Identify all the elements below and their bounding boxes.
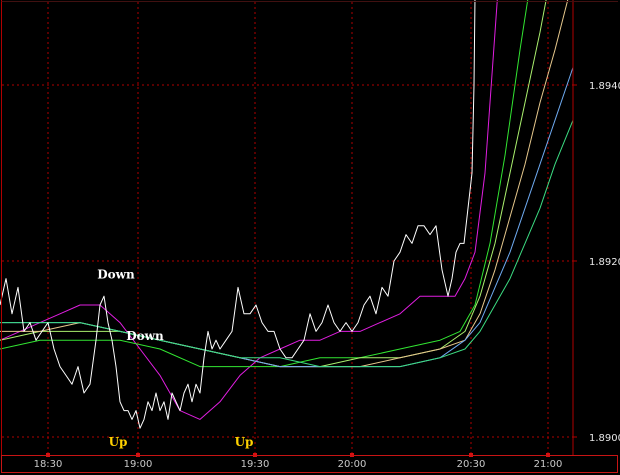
annotation-up: Up	[109, 435, 128, 449]
series-line-1	[0, 0, 498, 420]
series-line-0	[0, 0, 476, 429]
series-line-6	[0, 120, 574, 368]
x-tick-label: 19:30	[241, 459, 270, 470]
annotation-up: Up	[235, 435, 254, 449]
y-tick-label: 1.8920	[589, 257, 620, 268]
x-tick-label: 18:30	[34, 459, 63, 470]
y-tick-label: 1.8940	[589, 81, 620, 92]
x-tick-label: 20:00	[338, 459, 367, 470]
x-tick-label: 20:30	[457, 459, 486, 470]
series-line-2	[0, 0, 529, 368]
annotation-down: Down	[97, 268, 135, 282]
x-tick-label: 19:00	[124, 459, 153, 470]
grid-lines	[2, 2, 573, 455]
annotations: Down Down Up Up	[97, 268, 253, 449]
x-axis-box	[1, 455, 618, 473]
series-lines	[0, 0, 574, 429]
annotation-down: Down	[126, 329, 164, 343]
y-tick-label: 1.8900	[589, 433, 620, 444]
x-tick-label: 21:00	[534, 459, 563, 470]
